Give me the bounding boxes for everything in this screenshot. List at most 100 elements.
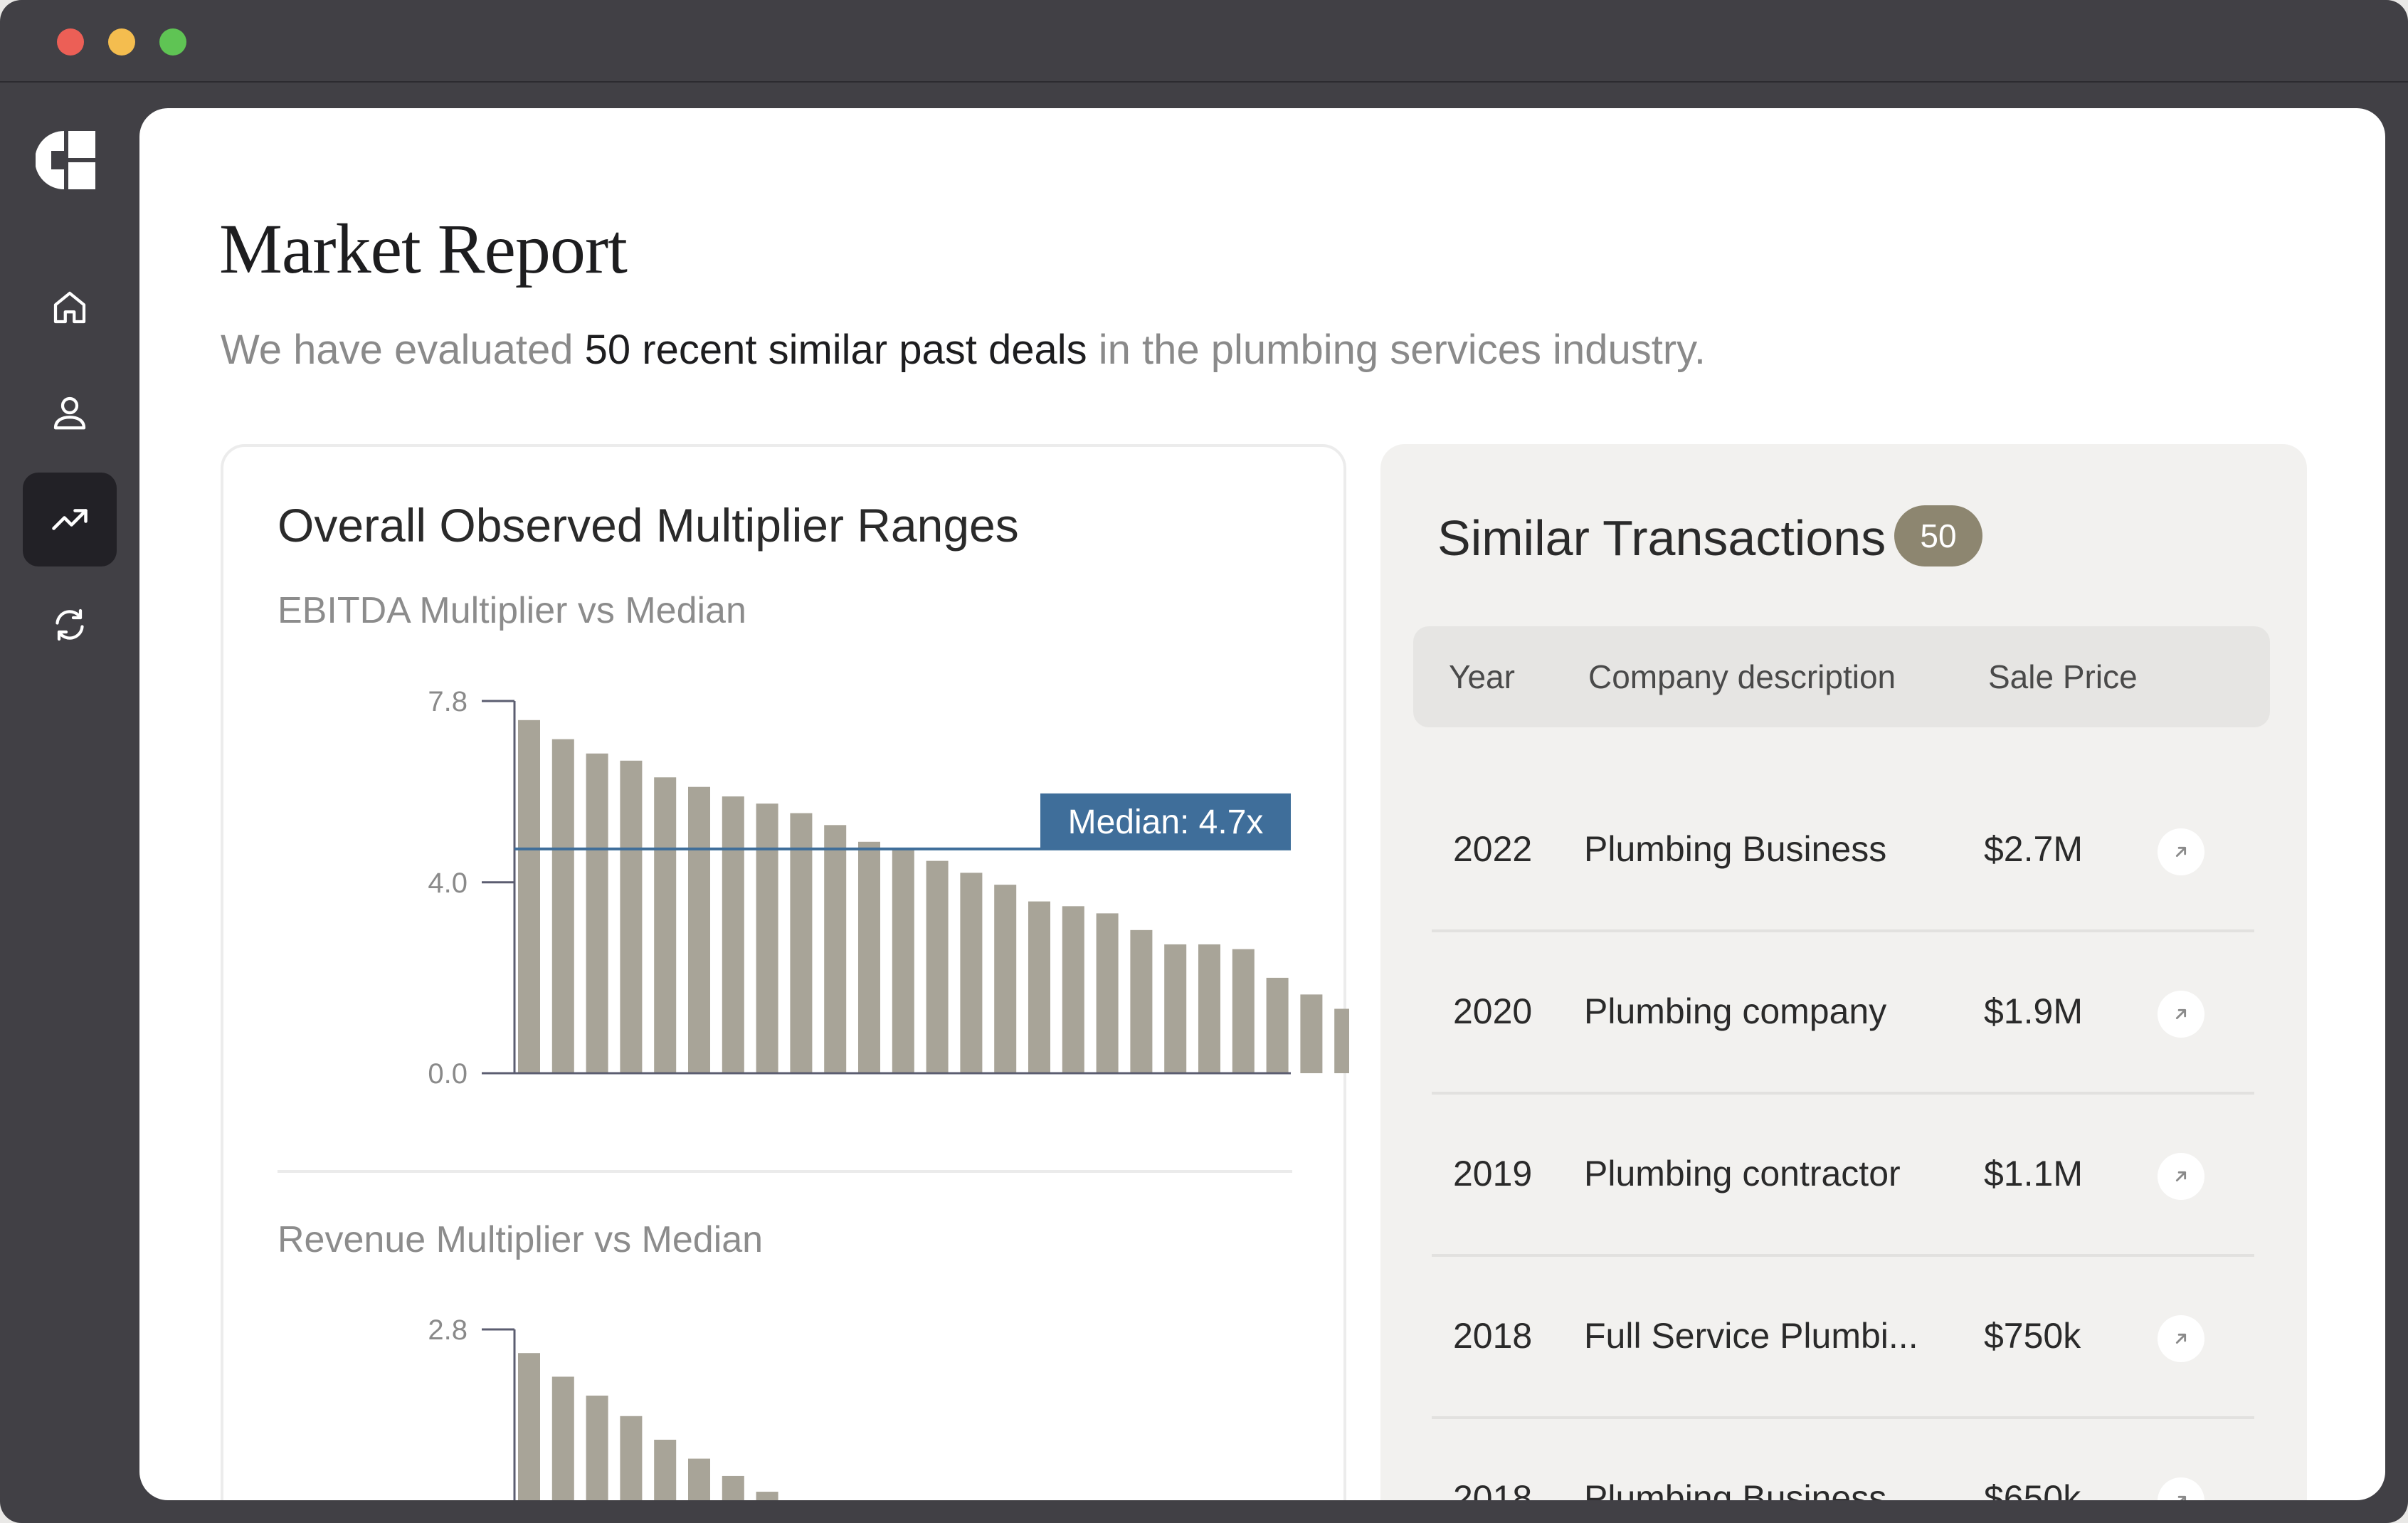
refresh-icon <box>56 608 84 641</box>
cell-sale-price: $2.7M <box>1984 829 2083 869</box>
sidebar-item-market-report[interactable] <box>23 473 117 566</box>
ebitda-bar <box>551 739 574 1073</box>
minimize-window-button[interactable] <box>108 28 135 56</box>
open-transaction-button[interactable] <box>2158 991 2204 1038</box>
cell-description: Full Service Plumbi... <box>1584 1316 1918 1356</box>
user-icon <box>53 396 86 430</box>
arrow-up-right-icon <box>2175 1008 2187 1020</box>
open-transaction-button[interactable] <box>2158 1153 2204 1200</box>
table-row[interactable]: 2018 Full Service Plumbi... $750k <box>1432 1257 2254 1419</box>
ebitda-median-label: Median: 4.7x <box>1068 803 1264 841</box>
card-title: Overall Observed Multiplier Ranges <box>278 499 1019 552</box>
cell-description: Plumbing company <box>1584 991 1887 1031</box>
ebitda-bar <box>1130 929 1153 1073</box>
ebitda-bar <box>926 860 949 1073</box>
trending-up-icon <box>52 509 88 530</box>
ebitda-bar <box>620 760 643 1073</box>
revenue-bar <box>756 1492 778 1500</box>
sidebar-item-home[interactable] <box>23 260 117 354</box>
transactions-title: Similar Transactions <box>1437 510 1886 566</box>
table-row[interactable]: 2020 Plumbing company $1.9M <box>1432 932 2254 1095</box>
cell-year: 2018 <box>1453 1316 1533 1356</box>
ebitda-bar <box>1266 977 1289 1073</box>
cell-sale-price: $1.1M <box>1984 1154 2083 1193</box>
ebitda-tick-label: 4.0 <box>428 868 468 899</box>
column-header-year[interactable]: Year <box>1449 658 1515 695</box>
open-transaction-button[interactable] <box>2158 1477 2204 1500</box>
column-header-description[interactable]: Company description <box>1588 658 1896 695</box>
main-content: Market Report We have evaluated 50 recen… <box>139 108 2385 1500</box>
column-header-sale-price[interactable]: Sale Price <box>1988 658 2138 695</box>
sidebar-item-sync[interactable] <box>23 578 117 672</box>
sidebar <box>0 83 139 1523</box>
ebitda-tick-label: 7.8 <box>428 686 468 717</box>
ebitda-bar <box>1232 949 1255 1073</box>
cell-year: 2019 <box>1453 1154 1533 1193</box>
cell-description: Plumbing contractor <box>1584 1154 1901 1193</box>
ebitda-bar <box>1300 994 1323 1073</box>
subtitle-prefix: We have evaluated <box>221 327 574 373</box>
ebitda-bar <box>960 873 983 1073</box>
table-row[interactable]: 2019 Plumbing contractor $1.1M <box>1432 1095 2254 1257</box>
ebitda-chart-subtitle: EBITDA Multiplier vs Median <box>278 590 746 631</box>
page-title: Market Report <box>219 209 628 288</box>
divider <box>278 1170 1292 1173</box>
revenue-bar <box>551 1376 574 1500</box>
cell-description: Plumbing Business <box>1584 829 1887 869</box>
page-subtitle: We have evaluated 50 recent similar past… <box>221 326 1706 374</box>
close-window-button[interactable] <box>57 28 84 56</box>
ebitda-bar <box>858 841 880 1073</box>
cell-year: 2020 <box>1453 991 1533 1031</box>
open-transaction-button[interactable] <box>2158 828 2204 875</box>
ebitda-bar <box>1334 1008 1349 1073</box>
arrow-up-right-icon <box>2175 1333 2187 1344</box>
ebitda-bar <box>654 777 677 1073</box>
open-transaction-button[interactable] <box>2158 1315 2204 1362</box>
revenue-bar <box>654 1440 677 1500</box>
revenue-bar <box>722 1475 744 1500</box>
ebitda-bar <box>722 796 744 1073</box>
cell-year: 2018 <box>1453 1478 1533 1500</box>
ebitda-bar <box>688 786 710 1073</box>
ebitda-bar <box>892 848 914 1073</box>
arrow-up-right-icon <box>2177 1495 2187 1500</box>
transactions-count-badge: 50 <box>1894 505 1982 566</box>
subtitle-highlight: 50 recent similar past deals <box>584 327 1087 373</box>
ebitda-bar <box>1028 901 1050 1073</box>
arrow-up-right-icon <box>2175 846 2187 858</box>
ebitda-bar <box>994 885 1017 1073</box>
cell-sale-price: $1.9M <box>1984 991 2083 1031</box>
multiplier-ranges-card: Overall Observed Multiplier Ranges EBITD… <box>221 444 1349 1500</box>
arrow-up-right-icon <box>2175 1171 2187 1182</box>
multiplier-charts: 7.8 4.0 0.0 Median: 4.7x 2.8 <box>428 686 1349 1500</box>
home-icon <box>53 291 86 324</box>
cell-sale-price: $650k <box>1984 1478 2081 1500</box>
ebitda-tick-label: 0.0 <box>428 1058 468 1090</box>
revenue-bar <box>518 1353 540 1500</box>
ebitda-bar <box>1062 906 1084 1073</box>
table-row[interactable]: 2018 Plumbing Business $650k <box>1432 1419 2254 1500</box>
revenue-bar <box>620 1416 643 1500</box>
ebitda-median-label-box <box>1040 793 1291 849</box>
transactions-table-header: Year Company description Sale Price <box>1413 626 2270 727</box>
ebitda-bar <box>1096 913 1119 1073</box>
sidebar-item-profile[interactable] <box>23 366 117 460</box>
ebitda-bar <box>1198 944 1220 1073</box>
cell-sale-price: $750k <box>1984 1316 2081 1356</box>
title-bar <box>0 0 2408 83</box>
logo-icon[interactable] <box>35 130 97 191</box>
ebitda-bar <box>518 720 540 1073</box>
subtitle-suffix: in the plumbing services industry. <box>1098 327 1706 373</box>
table-row[interactable]: 2022 Plumbing Business $2.7M <box>1432 770 2254 932</box>
revenue-chart-subtitle: Revenue Multiplier vs Median <box>278 1219 764 1260</box>
revenue-bar <box>688 1458 710 1500</box>
ebitda-bar <box>790 813 813 1073</box>
ebitda-bar <box>824 825 847 1073</box>
ebitda-bar <box>586 753 608 1073</box>
revenue-bar <box>586 1396 608 1500</box>
similar-transactions-card: Similar Transactions 50 Year Company des… <box>1380 444 2307 1500</box>
revenue-tick-label: 2.8 <box>428 1314 468 1346</box>
zoom-window-button[interactable] <box>159 28 186 56</box>
cell-year: 2022 <box>1453 829 1533 869</box>
